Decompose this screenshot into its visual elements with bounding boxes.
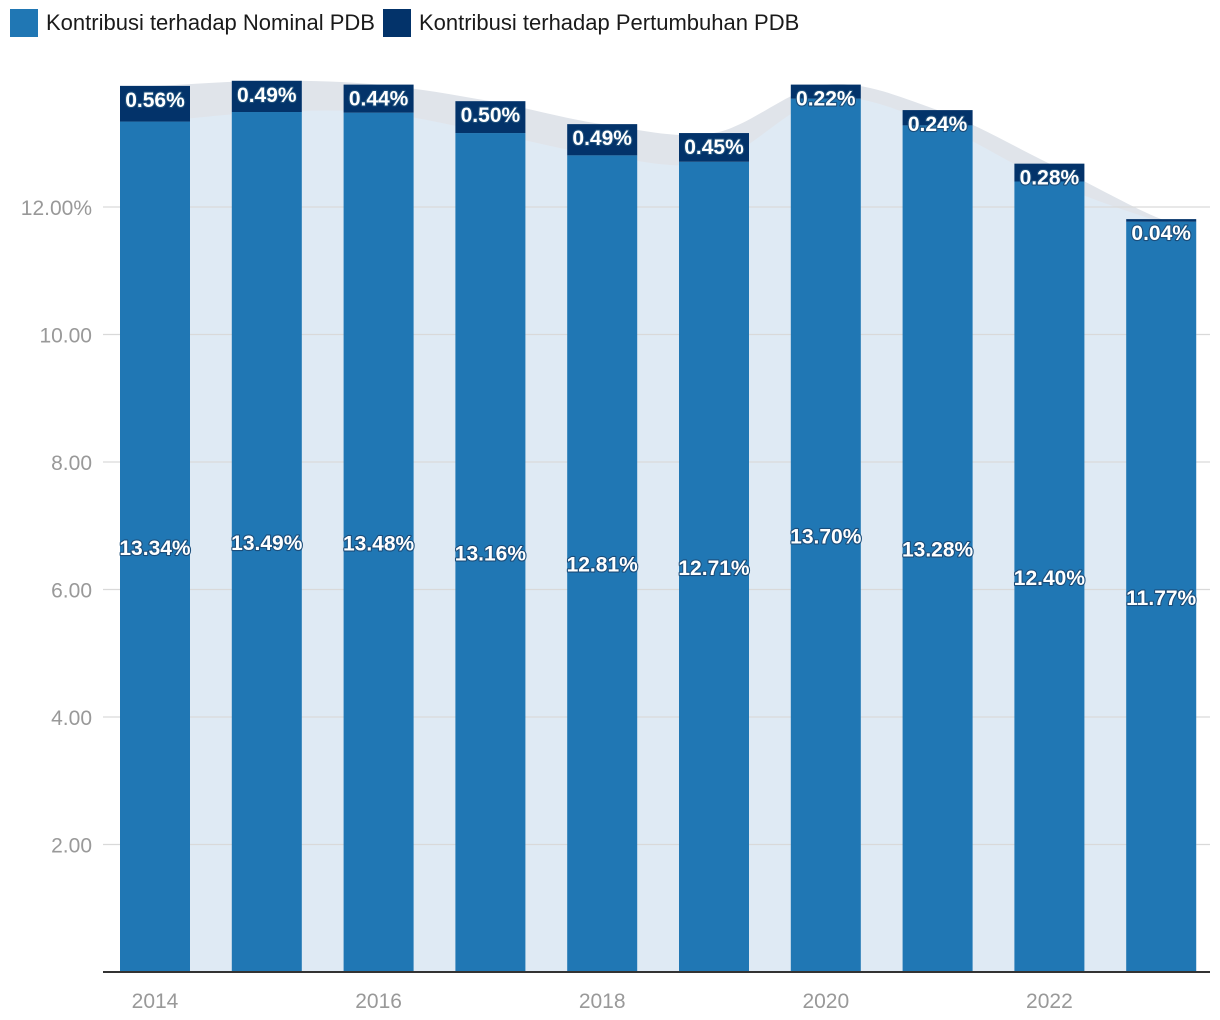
data-label-growth: 0.49% (572, 127, 632, 150)
y-tick-label: 8.00 (51, 452, 92, 475)
data-label-growth: 0.24% (908, 113, 968, 136)
bar-nominal (1126, 221, 1197, 973)
bar-growth (567, 124, 638, 156)
data-label-growth: 0.50% (461, 104, 521, 127)
bar-growth (231, 80, 302, 113)
x-tick-label: 2022 (1026, 990, 1073, 1013)
data-label-nominal: 12.71% (678, 557, 750, 580)
y-tick-label: 2.00 (51, 835, 92, 858)
legend-swatch-growth (382, 9, 411, 37)
data-label-nominal: 12.81% (567, 554, 639, 577)
x-tick-label: 2020 (802, 990, 849, 1013)
x-tick-label: 2016 (355, 990, 402, 1013)
bar-growth (120, 85, 190, 122)
bar-nominal (231, 112, 302, 972)
legend-label-nominal: Kontribusi terhadap Nominal PDB (46, 10, 375, 35)
bar-nominal (343, 112, 414, 972)
bar-growth (343, 84, 414, 113)
bar-nominal (790, 98, 861, 972)
data-label-nominal: 13.70% (790, 525, 862, 548)
bar-growth (455, 101, 526, 134)
bar-nominal (1014, 181, 1085, 972)
data-label-nominal: 13.48% (343, 532, 415, 555)
bar-nominal (120, 121, 190, 972)
bar-growth (902, 110, 973, 126)
legend-item-growth[interactable]: Kontribusi terhadap Pertumbuhan PDB (382, 9, 800, 37)
data-label-growth: 0.56% (125, 89, 185, 112)
data-label-nominal: 12.40% (1014, 567, 1086, 590)
data-label-nominal: 13.49% (231, 532, 303, 555)
bar-growth (1014, 163, 1085, 182)
data-label-growth: 0.44% (349, 88, 409, 111)
bar-nominal (455, 133, 526, 973)
bar-growth (679, 133, 749, 162)
y-tick-label: 4.00 (51, 707, 92, 730)
legend-label-growth: Kontribusi terhadap Pertumbuhan PDB (418, 10, 800, 35)
legend-swatch-nominal (10, 9, 38, 37)
bar-growth (1126, 219, 1197, 222)
y-tick-label: 6.00 (51, 580, 92, 603)
bar-nominal (902, 125, 973, 972)
data-label-nominal: 11.77% (1126, 587, 1196, 610)
data-label-nominal: 13.16% (455, 543, 527, 566)
data-label-nominal: 13.34% (119, 537, 191, 560)
data-label-growth: 0.04% (1131, 222, 1191, 245)
bar-growth (790, 84, 861, 99)
data-label-growth: 0.49% (237, 84, 297, 107)
y-tick-label: 12.00% (21, 197, 92, 220)
y-tick-label: 10.00 (39, 325, 92, 348)
data-label-growth: 0.22% (796, 88, 856, 111)
legend-item-nominal[interactable]: Kontribusi terhadap Nominal PDB (10, 9, 375, 37)
legend: Kontribusi terhadap Nominal PDB Kontribu… (10, 8, 807, 38)
data-label-growth: 0.45% (684, 136, 744, 159)
data-label-nominal: 13.28% (902, 539, 974, 562)
x-tick-label: 2014 (132, 990, 179, 1013)
bar-nominal (679, 161, 749, 973)
data-label-growth: 0.28% (1020, 167, 1080, 190)
x-tick-label: 2018 (579, 990, 626, 1013)
bar-nominal (567, 155, 638, 973)
